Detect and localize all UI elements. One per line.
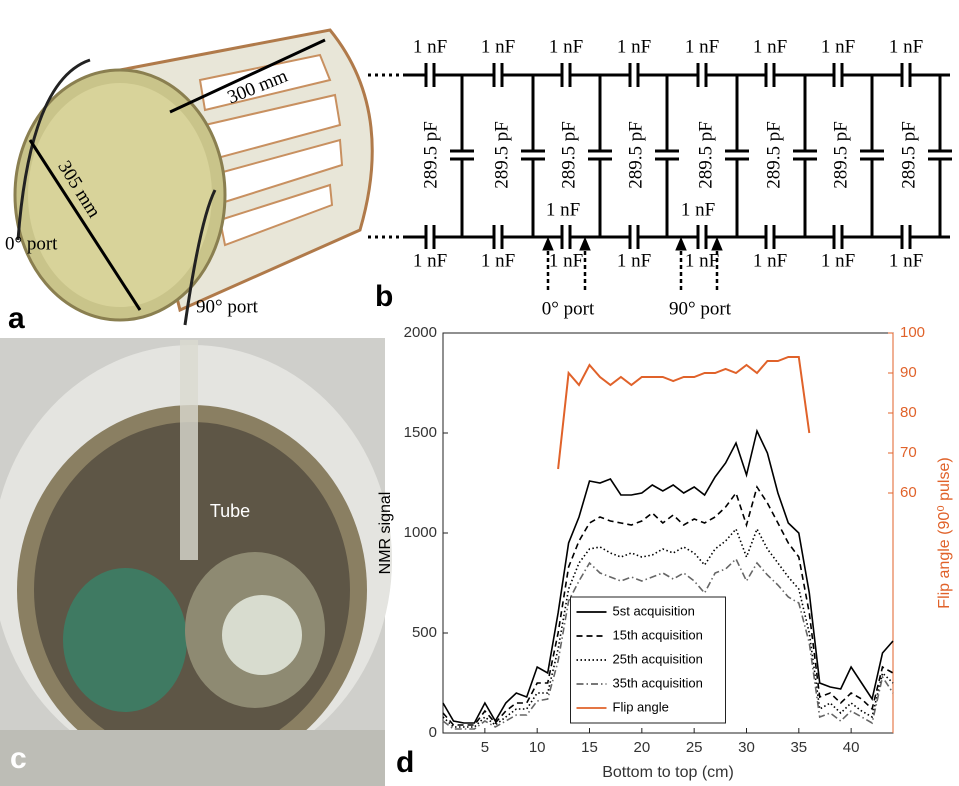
panel-label: a (8, 302, 25, 335)
y2-tick-label: 70 (900, 444, 917, 461)
capacitor-label: 289.5 pF (420, 121, 441, 189)
capacitor-label: 289.5 pF (763, 121, 784, 189)
legend-label: 5st acquisition (613, 603, 695, 618)
series-line (442, 557, 894, 730)
annotation: Tube (210, 501, 250, 521)
y2-axis-label: Flip angle (90⁰ pulse) (936, 457, 953, 608)
port-label: 90° port (196, 296, 259, 317)
y-tick-label: 1500 (404, 424, 437, 441)
y2-tick-label: 80 (900, 404, 917, 421)
series-line (442, 485, 894, 726)
arrow-head (542, 236, 554, 251)
capacitor-label: 1 nF (549, 250, 583, 271)
x-tick-label: 20 (633, 739, 650, 756)
capacitor-label: 1 nF (549, 36, 583, 57)
capacitor-label: 1 nF (617, 36, 651, 57)
capacitor-label: 1 nF (413, 250, 447, 271)
panel-label: b (375, 280, 393, 313)
arrow-head (675, 236, 687, 251)
x-tick-label: 30 (738, 739, 755, 756)
panel-label: d (396, 746, 414, 779)
y2-tick-label: 90 (900, 364, 917, 381)
port-label: 90° port (669, 298, 732, 319)
x-tick-label: 10 (529, 739, 546, 756)
circuit-diagram (368, 63, 952, 290)
capacitor-label: 289.5 pF (558, 121, 579, 189)
panel-c-photo: Tube c (0, 338, 392, 786)
y2-tick-label: 60 (900, 484, 917, 501)
capacitor-label: 1 nF (685, 250, 719, 271)
arrow-head (711, 236, 723, 251)
capacitor-label: 1 nF (753, 36, 787, 57)
series-line (442, 428, 894, 724)
y-tick-label: 500 (412, 624, 437, 641)
legend-box (570, 596, 726, 724)
capacitor-label: 289.5 pF (625, 121, 646, 189)
capacitor-label: 289.5 pF (491, 121, 512, 189)
legend-label: 15th acquisition (613, 627, 703, 642)
legend-label: 25th acquisition (613, 651, 703, 666)
capacitor-label: 1 nF (481, 250, 515, 271)
capacitor-label: 1 nF (681, 199, 715, 220)
port-label: 0° port (5, 233, 58, 254)
capacitor-label: 1 nF (889, 36, 923, 57)
arrow-head (579, 236, 591, 251)
capacitor-label: 1 nF (413, 36, 447, 57)
y-axis-label: NMR signal (377, 492, 394, 575)
y-tick-label: 0 (429, 724, 437, 741)
panel-a-photo: 300 mm 305 mm 0° port 90° port a (5, 28, 374, 335)
y2-tick-label: 100 (900, 324, 925, 341)
capacitor-label: 1 nF (481, 36, 515, 57)
capacitor-label: 1 nF (889, 250, 923, 271)
x-tick-label: 40 (843, 739, 860, 756)
capacitor-label: 1 nF (617, 250, 651, 271)
capacitor-label: 1 nF (821, 250, 855, 271)
x-tick-label: 25 (686, 739, 703, 756)
y-tick-label: 2000 (404, 324, 437, 341)
x-tick-label: 5 (481, 739, 489, 756)
capacitor-label: 289.5 pF (830, 121, 851, 189)
x-tick-label: 35 (790, 739, 807, 756)
y-tick-label: 1000 (404, 524, 437, 541)
capacitor-label: 1 nF (685, 36, 719, 57)
x-axis-label: Bottom to top (cm) (602, 764, 734, 781)
legend-label: Flip angle (613, 699, 669, 714)
series-line (557, 356, 811, 470)
capacitor-label: 289.5 pF (695, 121, 716, 189)
x-tick-label: 15 (581, 739, 598, 756)
legend-label: 35th acquisition (613, 675, 703, 690)
capacitor-label: 1 nF (821, 36, 855, 57)
chart: 5 10 15 20 25 30 35 40 0 500 1000 1500 2000 60 70 80 90 1… (377, 324, 953, 781)
port-label: 0° port (542, 298, 595, 319)
capacitor-label: 1 nF (753, 250, 787, 271)
capacitor-label: 289.5 pF (898, 121, 919, 189)
panel-label: c (10, 742, 27, 775)
capacitor-label: 1 nF (546, 199, 580, 220)
